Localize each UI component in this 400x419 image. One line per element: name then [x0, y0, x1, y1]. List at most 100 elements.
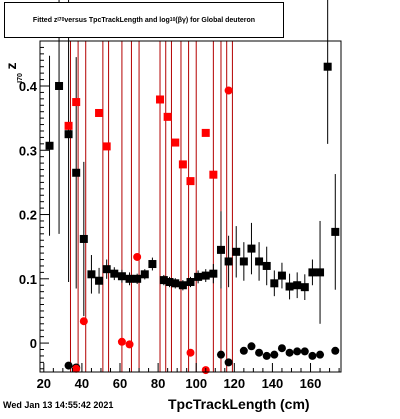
point-square-s2-10: [209, 170, 218, 179]
x-tick-label-1: 40: [75, 376, 89, 391]
point-square-s0-21: [209, 269, 218, 278]
point-circle-s1-5: [247, 342, 256, 351]
point-square-s0-30: [277, 271, 286, 280]
point-circle-s1-4: [239, 346, 248, 355]
plot-frame: [39, 40, 342, 373]
point-circle-s1-13: [308, 351, 317, 360]
point-square-s0-18: [186, 278, 195, 287]
point-square-s0-24: [232, 247, 241, 256]
point-square-s0-22: [216, 245, 225, 254]
point-circle-s1-15: [331, 346, 340, 355]
point-square-s2-1: [72, 98, 81, 107]
x-tick-label-2: 60: [113, 376, 127, 391]
point-circle-s1-14: [316, 350, 325, 359]
x-tick-label-7: 160: [300, 376, 322, 391]
point-circle-s3-4: [133, 252, 142, 261]
point-circle-s3-1: [79, 317, 88, 326]
point-circle-s1-0: [64, 361, 73, 370]
x-tick-label-6: 140: [262, 376, 284, 391]
y-tick-label-3: 0.3: [19, 143, 37, 158]
point-square-s0-14: [159, 276, 168, 285]
point-square-s0-29: [270, 279, 279, 288]
point-square-s0-35: [316, 268, 325, 277]
point-square-s2-6: [171, 138, 180, 147]
point-square-s0-8: [110, 269, 119, 278]
title-prefix: Fitted z: [32, 16, 58, 24]
title-sub-1: I70: [57, 17, 65, 23]
point-circle-s1-10: [285, 348, 294, 357]
point-square-s0-31: [285, 282, 294, 291]
point-square-s2-5: [163, 112, 172, 121]
x-tick-label-0: 20: [37, 376, 51, 391]
axes: 20 40 60 80 100 120 140 160 0 0.1 0.2 0.3 0.4 z I70: [3, 40, 342, 391]
point-square-s0-6: [95, 276, 104, 285]
point-square-s2-9: [201, 128, 210, 137]
point-square-s2-8: [186, 177, 195, 186]
y-tick-label-0: 0: [30, 336, 37, 351]
title-suffix: (βγ) for Global deuteron: [175, 16, 256, 24]
point-square-s0-34: [308, 268, 317, 277]
point-square-s2-0: [64, 121, 73, 130]
point-square-s0-20: [201, 271, 210, 280]
point-square-s0-25: [239, 257, 248, 266]
point-square-s2-4: [156, 95, 165, 104]
chart-title: Fitted z I70 versus TpcTrackLength and lo…: [4, 2, 284, 38]
point-square-s2-3: [102, 142, 111, 151]
point-circle-s1-7: [262, 351, 271, 360]
title-middle: versus TpcTrackLength and log: [64, 16, 170, 24]
point-circle-s3-0: [72, 364, 81, 373]
point-circle-s3-3: [125, 340, 134, 349]
point-square-s0-33: [300, 283, 309, 292]
point-circle-s3-5: [186, 348, 195, 357]
point-square-s0-12: [140, 270, 149, 279]
point-square-s0-9: [117, 272, 126, 281]
point-square-s0-26: [247, 244, 256, 253]
point-square-s0-36: [323, 62, 332, 71]
point-square-s0-16: [171, 279, 180, 288]
y-tick-label-4: 0.4: [19, 79, 38, 94]
x-tick-label-4: 100: [185, 376, 207, 391]
point-square-s0-15: [165, 278, 174, 287]
point-square-s0-19: [194, 272, 203, 281]
point-circle-s1-8: [270, 350, 279, 359]
point-square-s0-7: [102, 265, 111, 274]
point-square-s0-5: [87, 270, 96, 279]
point-circle-s1-12: [300, 347, 309, 356]
point-circle-s1-11: [293, 347, 302, 356]
point-circle-s1-6: [255, 348, 264, 357]
point-square-s0-1: [55, 81, 64, 90]
y-tick-label-2: 0.2: [19, 208, 37, 223]
point-square-s2-2: [95, 108, 104, 117]
point-square-s0-4: [79, 234, 88, 243]
data-marks: [45, 0, 340, 375]
title-sub-2: 10: [169, 17, 176, 23]
point-square-s0-13: [148, 260, 157, 269]
x-tick-label-5: 120: [223, 376, 245, 391]
footer-date: Wed Jan 13 14:55:42 2021: [3, 400, 114, 410]
point-square-s0-10: [125, 274, 134, 283]
point-square-s0-2: [64, 130, 73, 139]
point-square-s0-37: [331, 227, 340, 236]
point-square-s0-17: [178, 281, 187, 290]
x-axis-title: TpcTrackLength (cm): [168, 396, 310, 412]
point-square-s0-28: [262, 261, 271, 270]
point-square-s0-23: [224, 257, 233, 266]
point-square-s0-32: [293, 281, 302, 290]
x-tick-label-3: 80: [151, 376, 165, 391]
point-square-s0-11: [133, 274, 142, 283]
point-square-s0-3: [72, 168, 81, 177]
point-circle-s3-7: [224, 86, 233, 95]
point-circle-s1-9: [277, 344, 286, 353]
point-circle-s1-3: [224, 358, 233, 367]
point-square-s0-27: [255, 257, 264, 266]
y-tick-label-1: 0.1: [19, 272, 37, 287]
point-square-s2-7: [178, 160, 187, 169]
y-axis-title: z: [3, 63, 19, 70]
point-square-s0-0: [45, 141, 54, 150]
y-axis-title-sub: I70: [17, 73, 24, 83]
point-circle-s1-2: [216, 350, 225, 359]
vertical-lines: [69, 41, 233, 372]
point-circle-s3-2: [117, 337, 126, 346]
